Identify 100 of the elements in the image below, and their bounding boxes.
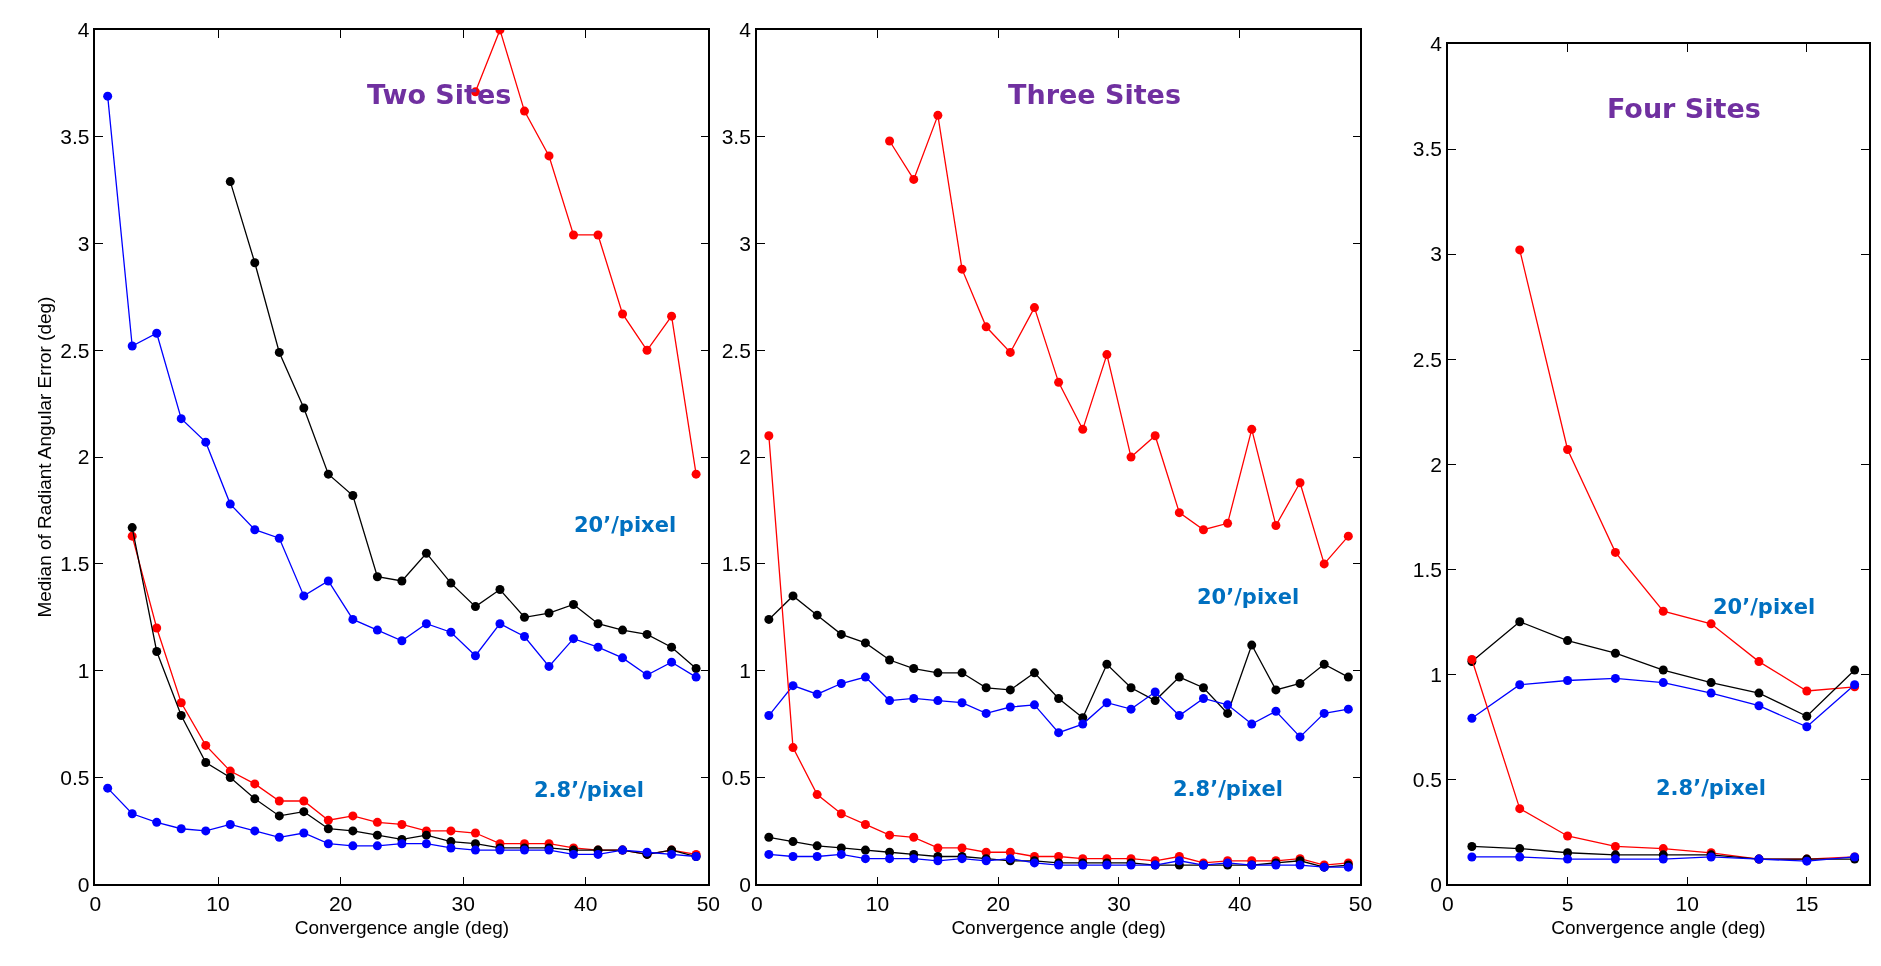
point — [397, 819, 407, 829]
point — [812, 841, 822, 851]
y-tick-label: 4 — [77, 18, 90, 42]
y-tick-label: 1 — [739, 659, 751, 683]
y-tick-label: 1 — [1430, 662, 1443, 686]
point — [1126, 452, 1136, 462]
point — [1078, 719, 1088, 729]
y-tick-label: 3 — [1430, 242, 1443, 266]
point — [152, 817, 162, 827]
point — [250, 794, 260, 804]
point — [1319, 708, 1329, 718]
point — [667, 642, 677, 652]
point — [1102, 350, 1112, 360]
y-tick-label: 1.5 — [60, 552, 90, 576]
x-tick-label: 40 — [574, 892, 598, 916]
text: Two Sites — [367, 79, 512, 110]
point — [176, 711, 186, 721]
y-tick-label: 0.5 — [1412, 767, 1443, 791]
point — [1126, 704, 1136, 714]
point — [225, 499, 235, 509]
point — [152, 328, 162, 338]
point — [933, 696, 943, 706]
point — [176, 698, 186, 708]
point — [1174, 856, 1184, 866]
point — [1706, 688, 1716, 698]
point — [1754, 701, 1764, 711]
point — [446, 578, 456, 588]
point — [1802, 722, 1812, 732]
point — [1247, 424, 1257, 434]
point — [1610, 854, 1620, 864]
point — [1005, 702, 1015, 712]
point — [1319, 559, 1329, 569]
point — [544, 661, 554, 671]
point — [421, 830, 431, 840]
point — [103, 783, 113, 793]
point — [1563, 636, 1573, 646]
point — [372, 625, 382, 635]
point — [274, 347, 284, 357]
y-tick-label: 1.5 — [721, 552, 751, 576]
point — [1102, 659, 1112, 669]
point — [1802, 711, 1812, 721]
point — [981, 322, 991, 332]
x-axis-title: Convergence angle (deg) — [294, 916, 510, 938]
point — [764, 711, 774, 721]
point — [593, 849, 603, 859]
point — [885, 830, 895, 840]
point — [1658, 665, 1668, 675]
point — [1078, 424, 1088, 434]
point — [764, 431, 774, 441]
x-axis-title: Convergence angle (deg) — [951, 916, 1166, 938]
x-tick-label: 40 — [1228, 892, 1252, 916]
point — [569, 849, 578, 859]
point — [593, 230, 603, 240]
point — [225, 177, 235, 187]
point — [348, 811, 358, 821]
point — [1515, 680, 1525, 690]
point — [593, 619, 603, 629]
point — [860, 672, 870, 682]
point — [1126, 683, 1136, 693]
point — [788, 681, 798, 691]
point — [323, 469, 333, 479]
point — [1295, 679, 1305, 688]
x-axis-title: Convergence angle (deg) — [1551, 916, 1766, 938]
point — [372, 572, 382, 582]
point — [1563, 854, 1573, 864]
point — [764, 832, 774, 842]
y-tick-label: 0 — [739, 872, 751, 896]
point — [1150, 431, 1160, 441]
point — [764, 849, 774, 859]
y-tick-label: 0.5 — [60, 765, 90, 789]
point — [618, 653, 628, 663]
point — [470, 651, 480, 661]
point — [225, 772, 235, 782]
point — [1658, 854, 1668, 864]
y-tick-label: 4 — [739, 18, 752, 42]
point — [1198, 693, 1208, 703]
point — [1150, 696, 1160, 706]
point — [348, 614, 358, 624]
text: Three Sites — [1008, 79, 1181, 110]
x-tick-label: 10 — [1675, 892, 1699, 916]
point — [1054, 728, 1064, 738]
point — [299, 807, 309, 817]
point — [274, 811, 284, 821]
y-axis-title: Median of Radiant Angular Error (deg) — [33, 296, 55, 618]
point — [421, 548, 431, 558]
point — [1610, 648, 1620, 658]
point — [470, 845, 480, 855]
point — [691, 469, 701, 479]
point — [618, 625, 628, 635]
y-tick-label: 3.5 — [1412, 137, 1443, 161]
point — [642, 345, 652, 355]
point — [788, 591, 798, 601]
point — [569, 230, 578, 240]
point — [569, 599, 578, 609]
point — [1150, 687, 1160, 697]
point — [1850, 665, 1860, 675]
point — [250, 525, 260, 535]
x-tick-label: 50 — [696, 892, 721, 916]
point — [495, 619, 505, 629]
point — [201, 826, 211, 836]
